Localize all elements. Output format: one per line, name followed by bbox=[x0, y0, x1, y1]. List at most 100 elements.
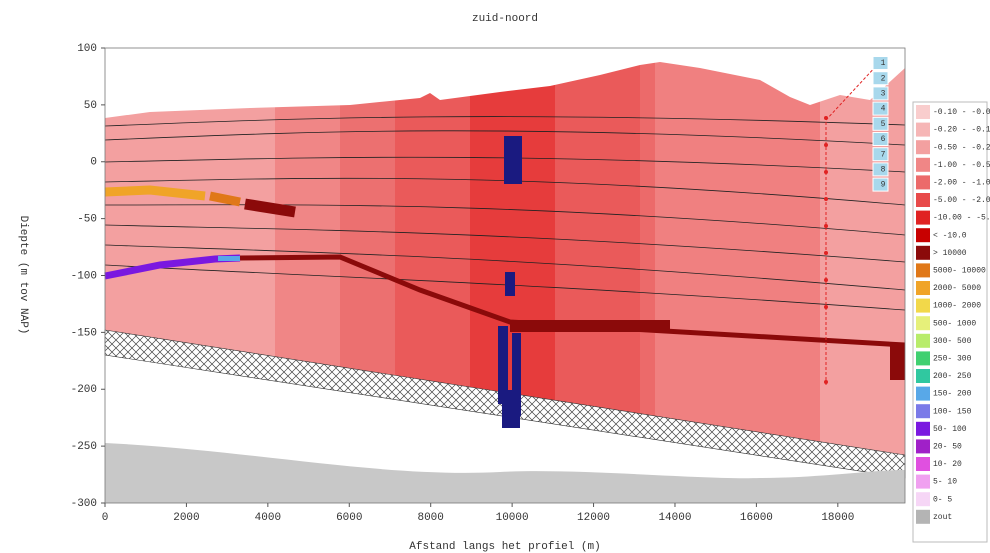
legend-swatch bbox=[916, 122, 930, 137]
formations bbox=[104, 136, 522, 428]
legend-label: 20- 50 bbox=[933, 443, 962, 452]
legend-swatch bbox=[916, 298, 930, 313]
well-marker-label: 7 bbox=[881, 150, 886, 159]
well-marker-label: 8 bbox=[881, 166, 886, 175]
well-marker bbox=[872, 86, 889, 101]
legend-swatch bbox=[916, 175, 930, 190]
legend-swatch bbox=[916, 281, 930, 295]
y-tick-label: -200 bbox=[71, 384, 97, 396]
legend-swatch bbox=[916, 105, 930, 119]
well-marker bbox=[872, 177, 889, 192]
well-point bbox=[824, 224, 828, 228]
legend-label: -0.10 - -0.05 bbox=[933, 108, 990, 117]
x-tick-label: 6000 bbox=[336, 512, 362, 524]
x-tick-label: 2000 bbox=[173, 512, 199, 524]
x-tick-label: 12000 bbox=[577, 512, 610, 524]
well-point bbox=[824, 305, 828, 309]
well-point bbox=[824, 251, 828, 255]
well-marker-label: 6 bbox=[881, 135, 886, 144]
x-axis-label: Afstand langs het profiel (m) bbox=[409, 541, 600, 553]
y-axis-label: Diepte (m tov NAP) bbox=[17, 216, 29, 335]
legend-swatch bbox=[916, 263, 930, 278]
legend-label: zout bbox=[933, 513, 952, 522]
legend-label: 500- 1000 bbox=[933, 319, 976, 328]
legend-swatch bbox=[916, 474, 930, 489]
legend-swatch bbox=[916, 439, 930, 454]
well-marker-label: 1 bbox=[881, 59, 886, 68]
legend-swatch bbox=[916, 333, 930, 348]
well-marker bbox=[872, 101, 889, 116]
legend-swatch bbox=[916, 457, 930, 471]
y-tick-label: 50 bbox=[84, 100, 97, 112]
legend-label: -2.00 - -1.00 bbox=[933, 179, 990, 188]
legend-label: 0- 5 bbox=[933, 495, 952, 504]
x-tick-label: 10000 bbox=[496, 512, 529, 524]
well-marker bbox=[872, 116, 889, 131]
legend-swatch bbox=[916, 157, 930, 172]
x-tick-label: 14000 bbox=[658, 512, 691, 524]
chart-title: zuid-noord bbox=[472, 13, 538, 25]
legend-swatch bbox=[916, 421, 930, 436]
well-point bbox=[824, 380, 828, 384]
legend-label: 250- 300 bbox=[933, 355, 972, 364]
y-tick-label: 0 bbox=[90, 157, 97, 169]
legend-swatch bbox=[916, 351, 930, 366]
x-tick-label: 4000 bbox=[255, 512, 281, 524]
legend-swatch bbox=[916, 492, 930, 507]
legend-swatch bbox=[916, 228, 930, 243]
x-tick-label: 16000 bbox=[740, 512, 773, 524]
y-tick-label: -250 bbox=[71, 441, 97, 453]
well-point bbox=[824, 116, 828, 120]
legend-swatch bbox=[916, 245, 930, 260]
legend-label: 5- 10 bbox=[933, 478, 957, 487]
legend-label: -0.20 - -0.10 bbox=[933, 126, 990, 135]
legend-label: 5000- 10000 bbox=[933, 267, 986, 276]
salt-layer bbox=[105, 443, 905, 503]
well-marker bbox=[872, 132, 889, 146]
legend-label: 2000- 5000 bbox=[933, 284, 981, 293]
well-marker-label: 4 bbox=[881, 105, 886, 114]
y-tick-label: -100 bbox=[71, 270, 97, 282]
y-tick-label: 100 bbox=[77, 43, 97, 55]
legend-label: -10.00 - -5.00 bbox=[933, 214, 990, 223]
legend-label: > 10000 bbox=[933, 249, 967, 258]
legend-swatch bbox=[916, 316, 930, 331]
x-tick-label: 8000 bbox=[417, 512, 443, 524]
legend-label: 150- 200 bbox=[933, 390, 972, 399]
legend-label: 300- 500 bbox=[933, 337, 972, 346]
well-point bbox=[824, 197, 828, 201]
well-marker-label: 2 bbox=[881, 74, 886, 83]
legend-label: 1000- 2000 bbox=[933, 302, 981, 311]
y-tick-label: -150 bbox=[71, 327, 97, 339]
well-point bbox=[824, 170, 828, 174]
x-tick-label: 0 bbox=[102, 512, 109, 524]
legend-label: -5.00 - -2.00 bbox=[933, 196, 990, 205]
y-tick-label: -50 bbox=[77, 214, 97, 226]
legend-label: 100- 150 bbox=[933, 407, 972, 416]
legend-swatch bbox=[916, 193, 930, 207]
legend-label: 10- 20 bbox=[933, 460, 962, 469]
legend-label: -1.00 - -0.50 bbox=[933, 161, 990, 170]
well-marker-label: 3 bbox=[881, 90, 886, 99]
legend-label: 200- 250 bbox=[933, 372, 972, 381]
well-point bbox=[824, 278, 828, 282]
y-tick-label: -300 bbox=[71, 498, 97, 510]
legend-label: -0.50 - -0.20 bbox=[933, 143, 990, 152]
legend-label: < -10.0 bbox=[933, 231, 967, 240]
legend-swatch bbox=[916, 386, 930, 401]
well-marker-label: 5 bbox=[881, 120, 886, 129]
well-marker bbox=[872, 162, 889, 177]
x-tick-label: 18000 bbox=[821, 512, 854, 524]
legend-swatch bbox=[916, 369, 930, 383]
well-marker bbox=[872, 147, 889, 162]
well-marker bbox=[872, 71, 889, 86]
legend-swatch bbox=[916, 140, 930, 155]
well-point bbox=[824, 143, 828, 147]
well-marker-label: 9 bbox=[881, 181, 886, 190]
legend-swatch bbox=[916, 404, 930, 419]
legend-swatch bbox=[916, 509, 930, 524]
legend-swatch bbox=[916, 210, 930, 225]
well-marker bbox=[872, 56, 889, 70]
legend-label: 50- 100 bbox=[933, 425, 967, 434]
